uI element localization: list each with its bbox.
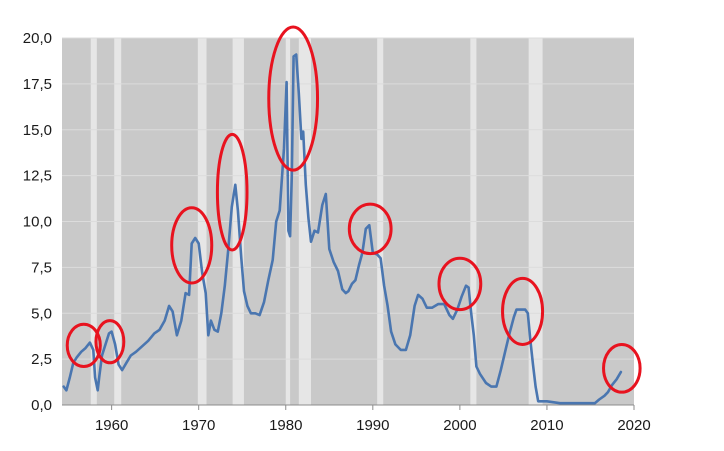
y-tick-label: 5,0 <box>31 305 52 322</box>
highlight-circle <box>215 132 249 252</box>
x-tick-label: 2000 <box>443 417 476 434</box>
x-tick-label: 2020 <box>617 417 650 434</box>
series-lines <box>62 53 623 405</box>
highlight-circle <box>501 276 545 346</box>
x-tick-label: 1970 <box>182 417 215 434</box>
highlight-circle <box>267 25 320 172</box>
y-tick-label: 15,0 <box>23 122 52 139</box>
y-tick-label: 12,5 <box>23 168 52 185</box>
highlight-circles <box>65 25 642 394</box>
highlight-circle <box>170 206 214 285</box>
x-tick-label: 1960 <box>95 417 128 434</box>
x-tick-label: 1980 <box>269 417 302 434</box>
y-tick-label: 0,0 <box>31 397 52 414</box>
highlight-circle <box>65 322 102 368</box>
y-tick-label: 17,5 <box>23 76 52 93</box>
y-tick-label: 2,5 <box>31 351 52 368</box>
x-tick-label: 2010 <box>530 417 563 434</box>
y-tick-label: 10,0 <box>23 214 52 231</box>
y-tick-label: 20,0 <box>23 30 52 47</box>
y-axis-ticks: 0,0 2,5 5,0 7,5 10,0 12,5 15,0 17,5 20,0 <box>23 30 52 414</box>
highlight-circle <box>94 319 126 365</box>
highlight-circle <box>437 256 483 312</box>
highlight-circle <box>347 202 393 256</box>
highlight-circle <box>602 342 642 394</box>
x-tick-label: 1990 <box>356 417 389 434</box>
x-axis-ticks: 1960 1970 1980 1990 2000 2010 2020 <box>95 405 651 434</box>
gridlines <box>62 37 634 406</box>
series-line <box>62 53 623 405</box>
y-tick-label: 7,5 <box>31 259 52 276</box>
